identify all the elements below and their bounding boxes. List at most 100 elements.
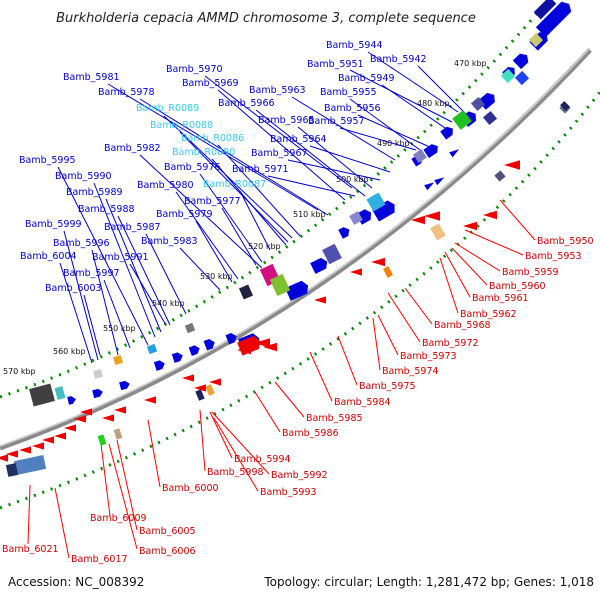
- reverse-gene: [42, 436, 54, 444]
- reverse-gene: [144, 396, 156, 404]
- kbp-label: 480 kbp: [417, 99, 450, 108]
- gene-label: Bamb_6017: [71, 554, 128, 565]
- gene-label: Bamb_5999: [25, 219, 82, 230]
- leader-line: [367, 51, 459, 113]
- leader-line: [199, 173, 263, 263]
- domain-box: [383, 266, 393, 278]
- domain-box: [514, 70, 530, 86]
- forward-gene: [225, 332, 237, 345]
- reverse-gene: [254, 338, 270, 348]
- gene-label: Bamb_5951: [307, 59, 364, 70]
- domain-box: [452, 110, 472, 130]
- gene-label: Bamb_5959: [502, 267, 559, 278]
- leader-line: [211, 158, 287, 246]
- gene-label: Bamb_5962: [460, 309, 517, 320]
- gene-label: Bamb_6003: [45, 283, 102, 294]
- forward-gene: [171, 352, 183, 363]
- leader-line: [267, 175, 356, 197]
- forward-gene: [92, 388, 103, 399]
- leader-line: [103, 279, 131, 349]
- domain-box: [470, 96, 486, 112]
- chromosome-backbone: [0, 48, 592, 451]
- leader-line: [255, 109, 366, 197]
- gene-label: Bamb_5960: [489, 281, 546, 292]
- leader-line: [59, 262, 93, 364]
- gene-label: Bamb_5961: [472, 293, 529, 304]
- leader-line: [349, 98, 421, 151]
- leader-line: [454, 242, 501, 272]
- leader-line: [211, 411, 270, 475]
- gene-label: Bamb_5981: [63, 72, 120, 83]
- gene-label: Bamb_5970: [166, 64, 223, 75]
- gene-label: Bamb_R0086: [181, 133, 244, 144]
- gene-label: Bamb_5967: [251, 148, 308, 159]
- gene-label: Bamb_5972: [422, 338, 479, 349]
- leader-line: [107, 83, 319, 211]
- leader-line: [57, 166, 149, 346]
- leader-line: [54, 487, 70, 559]
- forward-labels: Bamb_5944 Bamb_5942 Bamb_5951 Bamb_5949 …: [19, 40, 427, 294]
- leader-line: [116, 439, 138, 531]
- gene-label: Bamb_6004: [20, 251, 77, 262]
- domain-box: [113, 428, 123, 440]
- forward-gene: [188, 345, 200, 356]
- gene-label: Bamb_5995: [19, 155, 76, 166]
- forward-gene: [153, 360, 165, 371]
- domain-box: [349, 211, 363, 225]
- gene-label: Bamb_5986: [282, 428, 339, 439]
- domain-box: [146, 343, 158, 355]
- leader-line: [404, 287, 433, 325]
- leader-line: [444, 251, 471, 298]
- leader-line: [349, 69, 453, 123]
- reverse-gene: [114, 406, 126, 414]
- gene-label: Bamb_5957: [308, 116, 365, 127]
- gene-label: Bamb_5974: [382, 366, 439, 377]
- domain-box: [205, 384, 215, 396]
- leader-line: [199, 409, 206, 472]
- leader-line: [381, 84, 449, 131]
- gene-label: Bamb_5989: [66, 187, 123, 198]
- gene-label: Bamb_5976: [164, 162, 221, 173]
- topology-text: Topology: circular; Length: 1,281,472 bp…: [263, 575, 594, 589]
- gene-label: Bamb_5965: [258, 115, 315, 126]
- reverse-gene: [237, 335, 261, 356]
- reverse-gene: [194, 384, 206, 392]
- gene-label: Bamb_6009: [90, 513, 147, 524]
- domain-box: [322, 243, 342, 265]
- leader-line: [213, 417, 259, 492]
- forward-gene: [67, 396, 76, 405]
- forward-gene: [371, 200, 395, 222]
- gene-label: Bamb_5982: [104, 143, 161, 154]
- leader-line: [274, 381, 305, 418]
- forward-gene: [338, 227, 350, 239]
- domain-box: [500, 68, 516, 84]
- leader-line: [139, 154, 263, 269]
- domain-box: [528, 32, 544, 48]
- reverse-gene: [371, 257, 385, 267]
- leader-line: [175, 191, 239, 280]
- domain-box: [93, 369, 103, 379]
- forward-gene: [512, 53, 529, 70]
- kbp-label: 560 kbp: [53, 347, 86, 356]
- domain-box: [533, 0, 557, 20]
- leader-line: [221, 207, 257, 266]
- gene-label: Bamb_5953: [525, 251, 582, 262]
- gene-label: Bamb_5975: [359, 381, 416, 392]
- leader-line: [287, 159, 381, 181]
- reverse-gene: [80, 408, 92, 416]
- leader-line: [147, 419, 161, 488]
- feature-glyphs: [0, 0, 572, 477]
- leader-line: [204, 75, 353, 189]
- leader-line: [100, 443, 111, 517]
- reverse-gene: [64, 424, 76, 432]
- domain-box: [184, 322, 196, 334]
- leader-line: [254, 391, 281, 433]
- accession-text: Accession: NC_008392: [8, 575, 144, 589]
- leader-line: [27, 484, 31, 545]
- leader-line: [377, 314, 399, 356]
- gene-label: Bamb_5944: [326, 40, 383, 51]
- gene-label: Bamb_5971: [232, 164, 289, 175]
- domain-box: [5, 463, 19, 477]
- reverse-gene: [74, 415, 86, 423]
- leader-line: [105, 198, 162, 333]
